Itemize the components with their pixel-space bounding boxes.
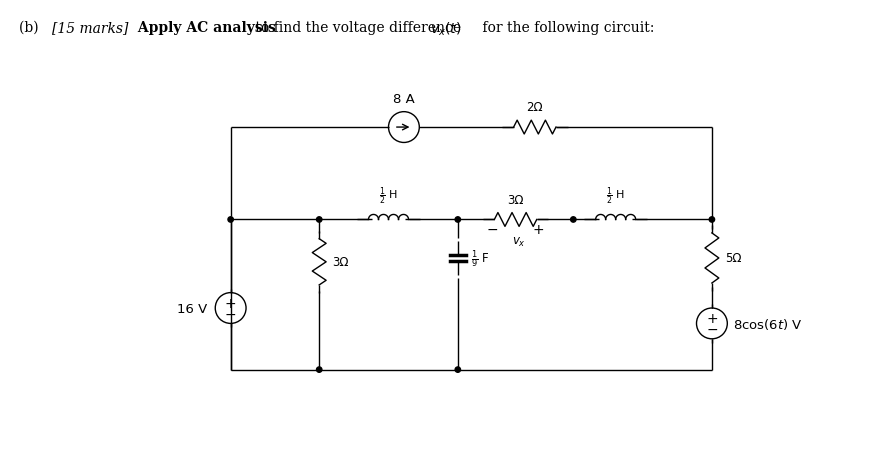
Text: for the following circuit:: for the following circuit:	[478, 21, 654, 35]
Text: $v_x$: $v_x$	[512, 235, 526, 248]
Text: [15 marks]: [15 marks]	[52, 21, 128, 35]
Text: 3Ω: 3Ω	[507, 193, 524, 206]
Circle shape	[455, 367, 460, 373]
Text: 8 A: 8 A	[393, 94, 415, 106]
Circle shape	[455, 217, 460, 223]
Text: to find the voltage difference: to find the voltage difference	[251, 21, 465, 35]
Text: 2Ω: 2Ω	[526, 101, 543, 114]
Text: 3Ω: 3Ω	[333, 256, 349, 269]
Text: +: +	[225, 296, 237, 310]
Text: $8\cos(6t)$ V: $8\cos(6t)$ V	[733, 316, 803, 331]
Text: −: −	[706, 322, 718, 336]
Circle shape	[317, 367, 322, 373]
Circle shape	[317, 217, 322, 223]
Text: −: −	[225, 307, 237, 321]
Text: $\frac{1}{2}$ H: $\frac{1}{2}$ H	[379, 186, 398, 207]
Text: $\frac{1}{2}$ H: $\frac{1}{2}$ H	[606, 186, 625, 207]
Text: 16 V: 16 V	[177, 302, 208, 315]
Text: +: +	[706, 311, 718, 325]
Text: Apply AC analysis: Apply AC analysis	[133, 21, 276, 35]
Text: $\frac{1}{9}$ F: $\frac{1}{9}$ F	[471, 248, 490, 269]
Circle shape	[228, 217, 233, 223]
Circle shape	[709, 217, 715, 223]
Text: 5Ω: 5Ω	[725, 252, 741, 265]
Text: $v_x(t)$: $v_x(t)$	[430, 21, 461, 38]
Text: (b): (b)	[19, 21, 43, 35]
Circle shape	[571, 217, 576, 223]
Text: +: +	[533, 222, 545, 236]
Text: −: −	[486, 222, 498, 236]
